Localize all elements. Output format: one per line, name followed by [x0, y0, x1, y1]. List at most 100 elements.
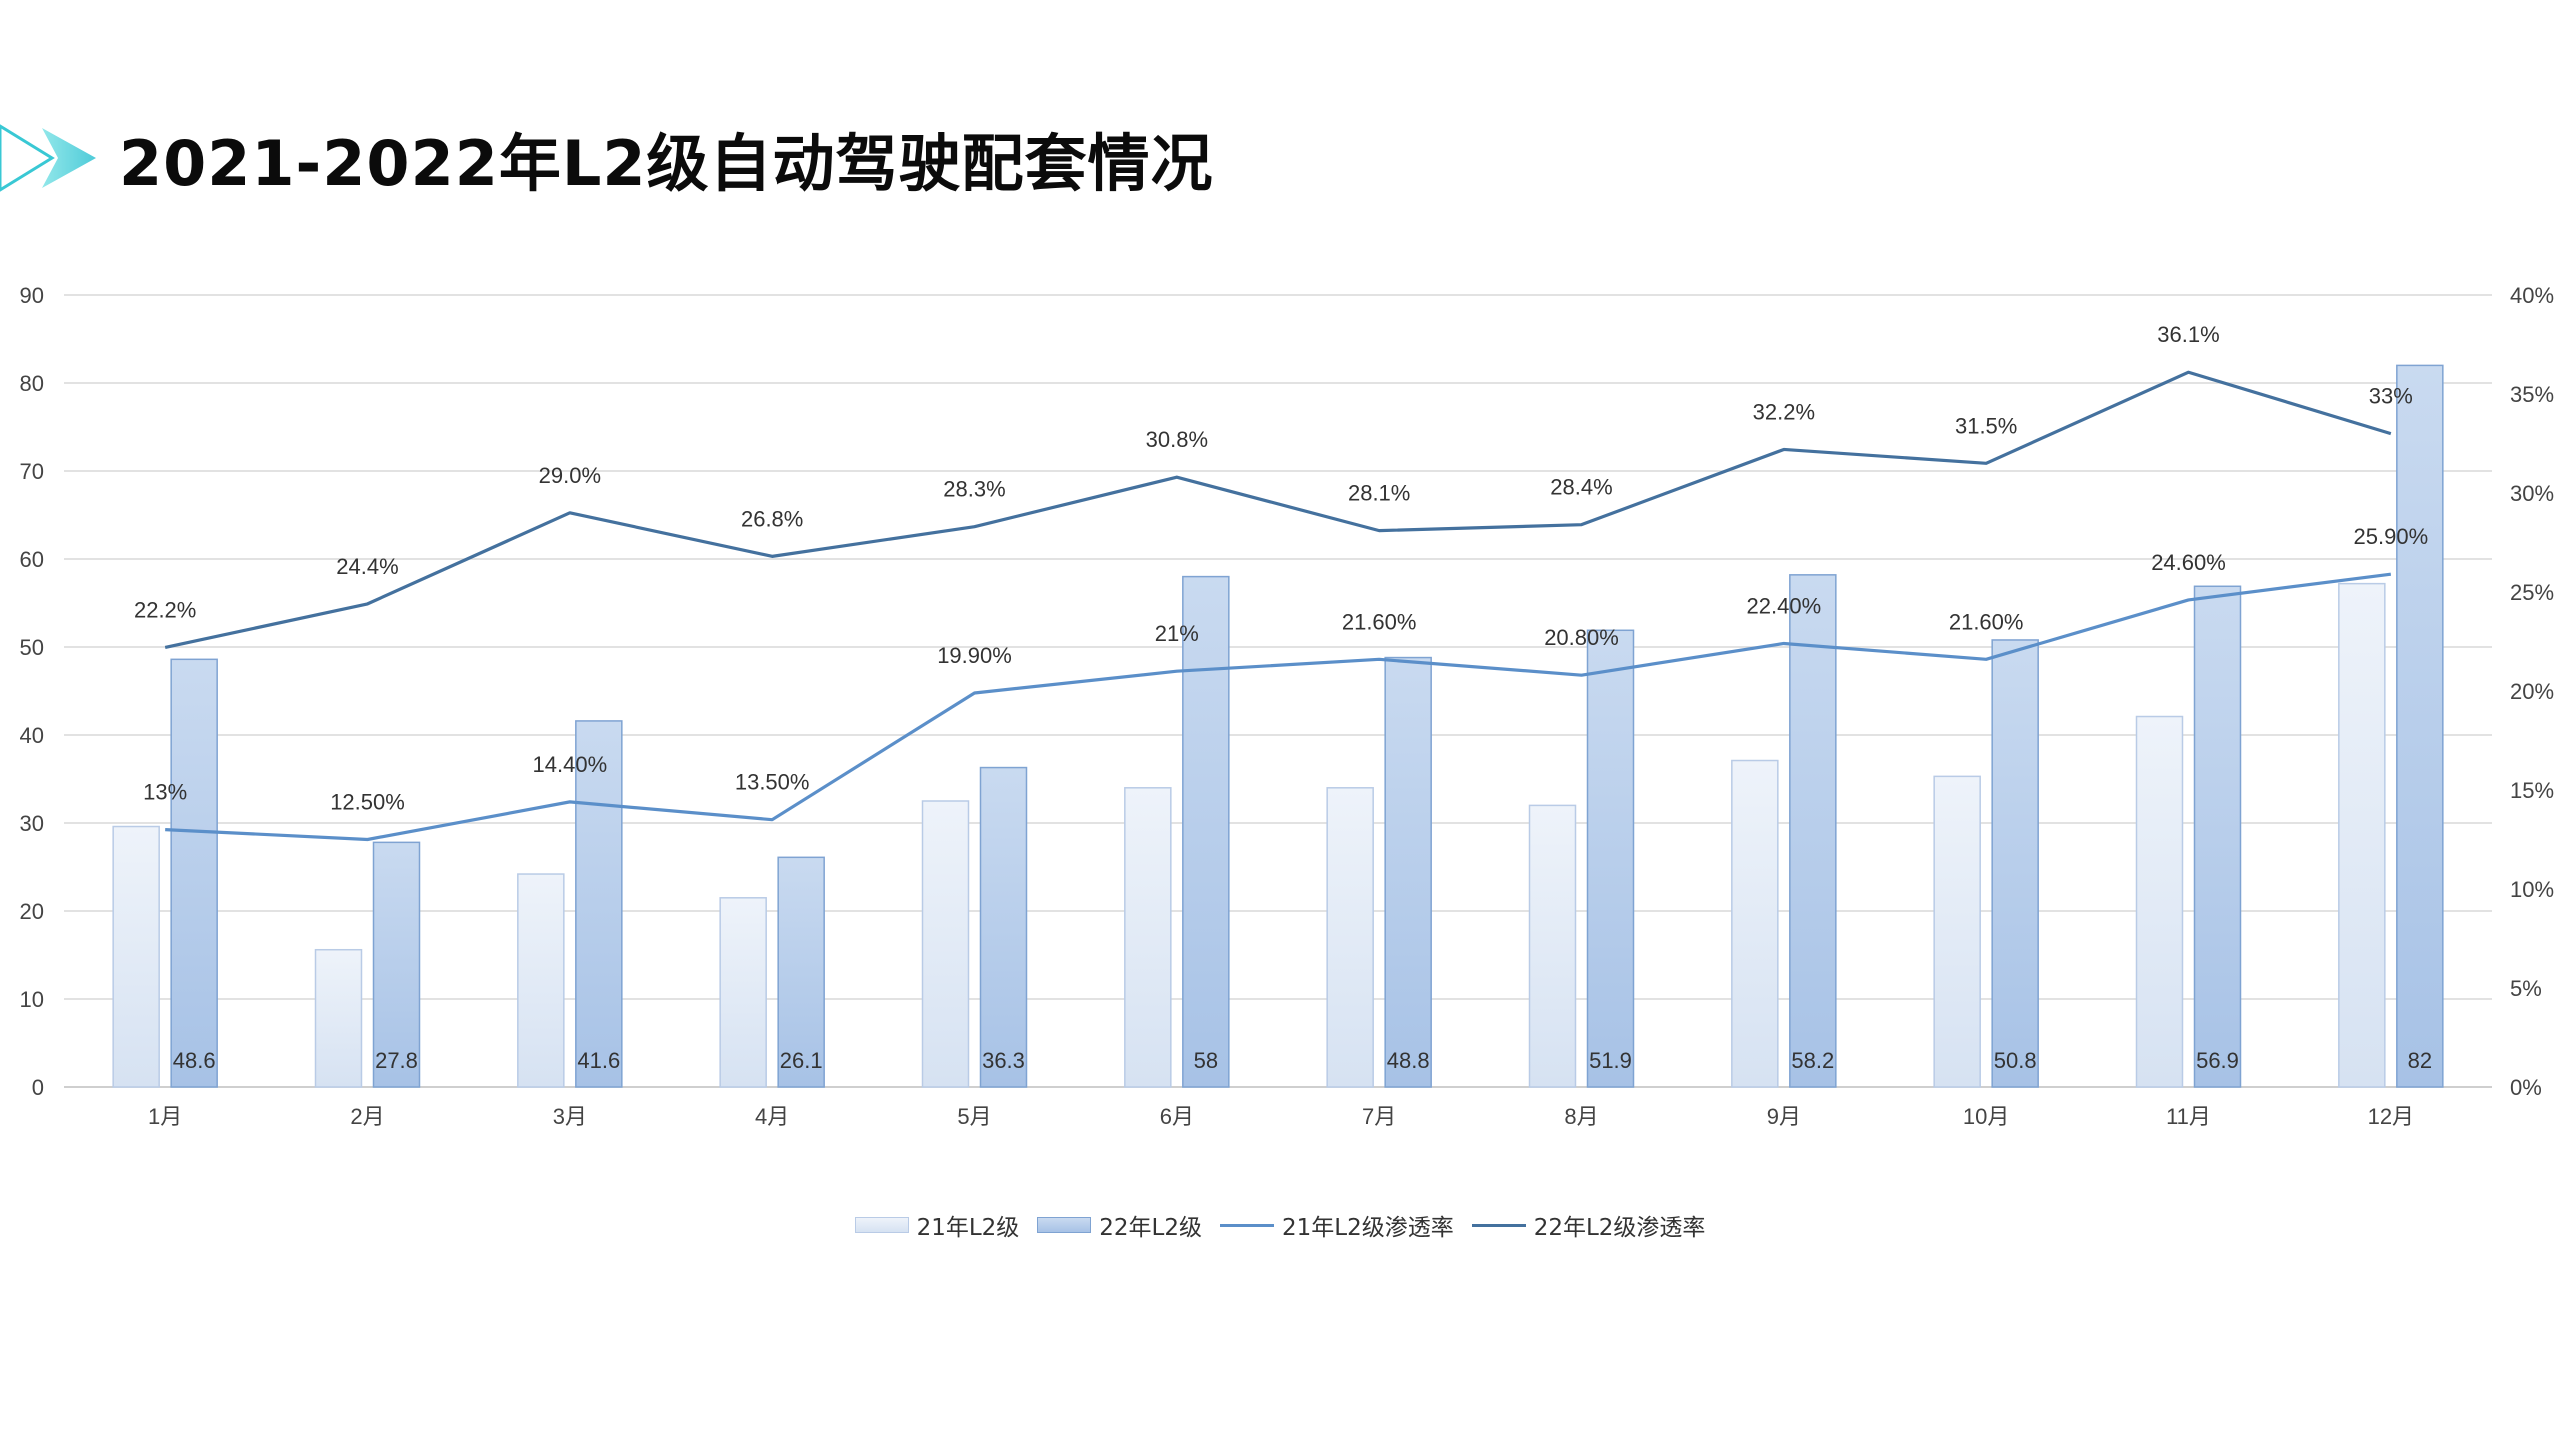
- line-21-rate-point-label: 13%: [143, 780, 187, 805]
- y-axis-right: 0% 5% 10% 15% 20% 25% 30% 35% 40%: [2510, 283, 2554, 1100]
- y-right-tick-label: 25%: [2510, 580, 2554, 605]
- bar-22: [575, 720, 623, 1088]
- y-left-tick-label: 0: [32, 1075, 44, 1100]
- x-tick-label: 5月: [957, 1104, 991, 1129]
- x-axis: 1月 2月 3月 4月 5月 6月 7月 8月 9月 10月 11月 12月: [148, 1104, 2414, 1129]
- legend-swatch: [1037, 1217, 1092, 1233]
- bar-22: [372, 841, 421, 1088]
- x-tick-label: 6月: [1160, 1104, 1194, 1129]
- y-right-tick-label: 10%: [2510, 877, 2554, 902]
- bar-22: [1586, 629, 1635, 1088]
- y-left-tick-label: 40: [20, 723, 44, 748]
- bar-22-value-label: 50.8: [1994, 1048, 2037, 1073]
- bar-21: [112, 825, 160, 1088]
- line-21-rate-point-label: 13.50%: [735, 770, 810, 795]
- y-left-tick-label: 70: [20, 459, 44, 484]
- y-left-tick-label: 90: [20, 283, 44, 308]
- bar-22-value-label: 36.3: [982, 1048, 1025, 1073]
- bar-22-value-label: 27.8: [375, 1048, 418, 1073]
- bar-22: [777, 856, 825, 1088]
- y-right-tick-label: 20%: [2510, 679, 2554, 704]
- line-21-rate-point-label: 21%: [1155, 621, 1199, 646]
- y-left-tick-label: 30: [20, 811, 44, 836]
- line-21-rate-point-label: 25.90%: [2354, 524, 2429, 549]
- bar-22-value-label: 48.8: [1387, 1048, 1430, 1073]
- x-tick-label: 9月: [1767, 1104, 1801, 1129]
- line-21-rate-point-label: 19.90%: [937, 643, 1012, 668]
- y-left-tick-label: 60: [20, 547, 44, 572]
- bar-22: [2193, 585, 2242, 1088]
- bar-22-value-label: 41.6: [577, 1048, 620, 1073]
- line-21-rate-point-label: 20.80%: [1544, 625, 1619, 650]
- y-right-tick-label: 15%: [2510, 778, 2554, 803]
- y-left-tick-label: 80: [20, 371, 44, 396]
- line-22-rate-point-label: 29.0%: [539, 463, 601, 488]
- bar-22: [1182, 575, 1230, 1088]
- x-tick-label: 10月: [1963, 1104, 2009, 1129]
- line-22-rate-point-label: 22.2%: [134, 597, 196, 622]
- legend-label: 22年L2级渗透率: [1533, 1215, 1706, 1241]
- bar-21: [314, 948, 363, 1088]
- line-22-rate-point-label: 31.5%: [1955, 413, 2017, 438]
- x-tick-label: 8月: [1564, 1104, 1598, 1129]
- bar-22-value-label: 82: [2408, 1048, 2432, 1073]
- y-right-tick-label: 5%: [2510, 976, 2542, 1001]
- legend-item-22-line: 22年L2级渗透率: [1471, 1208, 1706, 1242]
- line-22-rate-point-label: 36.1%: [2157, 322, 2219, 347]
- bar-22-value-label: 51.9: [1589, 1048, 1632, 1073]
- x-tick-label: 11月: [2166, 1104, 2211, 1129]
- bar-21: [719, 897, 767, 1088]
- bar-21: [1124, 787, 1172, 1088]
- bar-21: [1933, 775, 1981, 1088]
- x-tick-label: 3月: [553, 1104, 587, 1129]
- bar-22: [1991, 639, 2039, 1088]
- y-left-tick-label: 20: [20, 899, 44, 924]
- bar-22: [2396, 364, 2444, 1088]
- line-22-rate-point-label: 26.8%: [741, 506, 803, 531]
- legend-label: 21年L2级渗透率: [1282, 1215, 1454, 1241]
- line-21-rate-point-label: 21.60%: [1949, 609, 2024, 634]
- line-21-rate: [165, 572, 2392, 842]
- bar-21: [921, 800, 970, 1088]
- y-axis-left: 0 10 20 30 40 50 60 70 80 90: [20, 283, 44, 1100]
- bars: [112, 364, 2444, 1088]
- bar-22-value-label: 48.6: [173, 1048, 216, 1073]
- line-21-rate-point-label: 22.40%: [1747, 593, 1822, 618]
- line-22-rate-point-label: 33%: [2369, 384, 2413, 409]
- bar-22: [979, 766, 1028, 1088]
- legend-swatch: [1471, 1223, 1526, 1227]
- line-21-rate-point-label: 14.40%: [533, 752, 608, 777]
- data-labels: 48.6 27.8 41.6 26.1 36.3 58 48.8 51.9 58.2 50.8 56…: [134, 322, 2432, 1073]
- legend-label: 22年L2级: [1099, 1215, 1202, 1241]
- bar-22-value-label: 56.9: [2196, 1048, 2239, 1073]
- bar-21: [1326, 787, 1374, 1088]
- bar-21: [517, 873, 565, 1088]
- legend-swatch: [1220, 1223, 1274, 1227]
- line-21-rate-point-label: 24.60%: [2151, 550, 2226, 575]
- y-right-tick-label: 0%: [2510, 1075, 2542, 1100]
- legend-item-22-bar: 22年L2级: [1037, 1208, 1202, 1242]
- line-21-rate-point-label: 12.50%: [330, 790, 405, 815]
- bar-22: [170, 658, 218, 1088]
- page-title: 2021-2022年L2级自动驾驶配套情况: [119, 127, 1214, 200]
- bar-22-value-label: 58.2: [1791, 1048, 1834, 1073]
- line-22-rate-point-label: 32.2%: [1753, 399, 1815, 424]
- line-22-rate-point-label: 28.3%: [943, 477, 1005, 502]
- bar-21: [1528, 804, 1577, 1088]
- x-tick-label: 1月: [148, 1104, 182, 1129]
- bar-21: [2135, 715, 2184, 1088]
- bar-22: [1384, 656, 1432, 1088]
- line-22-rate-point-label: 28.1%: [1348, 481, 1410, 506]
- x-tick-label: 12月: [2368, 1104, 2414, 1129]
- gridlines: [64, 294, 2492, 1088]
- x-tick-label: 2月: [350, 1104, 384, 1129]
- bar-22-value-label: 58: [1194, 1048, 1218, 1073]
- line-21-rate-point-label: 21.60%: [1342, 609, 1417, 634]
- legend-label: 21年L2级: [916, 1215, 1020, 1241]
- x-tick-label: 7月: [1362, 1104, 1396, 1129]
- arrow-icon: [0, 124, 96, 192]
- y-right-tick-label: 35%: [2510, 382, 2554, 407]
- bar-22-value-label: 26.1: [780, 1048, 823, 1073]
- lines: [164, 370, 2392, 842]
- legend-item-21-line: 21年L2级渗透率: [1220, 1208, 1454, 1242]
